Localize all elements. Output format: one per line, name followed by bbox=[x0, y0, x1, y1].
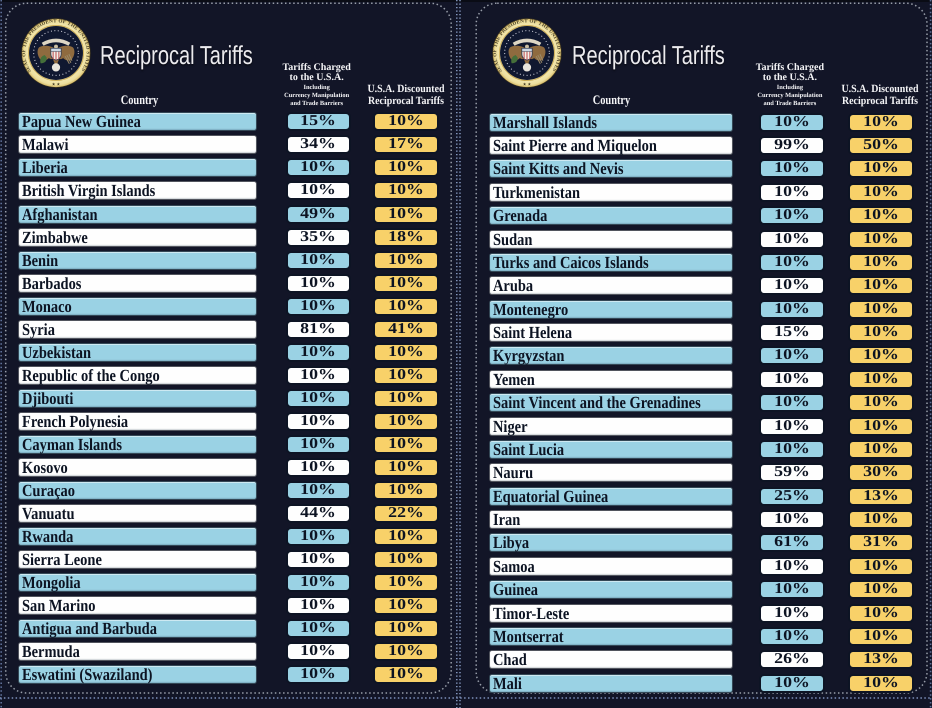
svg-text:★ ★: ★ ★ bbox=[52, 81, 61, 86]
svg-text:★ ★: ★ ★ bbox=[522, 81, 531, 86]
